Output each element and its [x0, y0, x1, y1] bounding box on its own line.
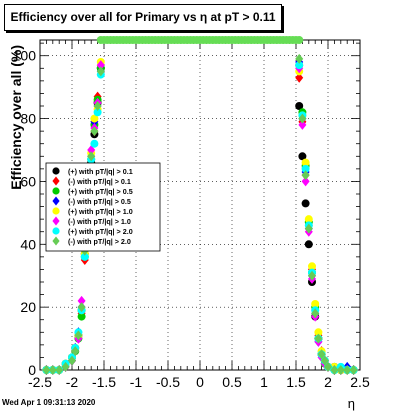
data-point: [61, 361, 70, 372]
x-tick-label: 1: [260, 374, 268, 390]
timestamp: Wed Apr 1 09:31:13 2020: [2, 398, 96, 407]
legend-label: (+) with pT/|q| > 1.0: [68, 207, 133, 216]
data-point: [90, 139, 99, 148]
data-point: [55, 365, 64, 375]
legend-label: (-) with pT/|q| > 0.5: [68, 197, 131, 206]
data-point: [343, 365, 352, 375]
y-axis-label: Efficiency over all (%): [8, 45, 24, 190]
legend-label: (+) with pT/|q| > 2.0: [68, 227, 133, 236]
data-point: [304, 223, 313, 234]
data-point: [349, 365, 358, 375]
plateau-point: [295, 36, 304, 44]
data-point: [87, 151, 96, 162]
y-tick-label: 40: [20, 236, 36, 252]
x-tick-label: -2: [66, 374, 79, 390]
legend-marker: [52, 227, 60, 235]
data-point: [311, 300, 320, 308]
x-axis-label: η: [348, 396, 355, 411]
data-point: [336, 365, 345, 375]
data-point: [93, 101, 102, 111]
data-point: [304, 240, 313, 249]
data-point: [77, 312, 86, 321]
data-point: [96, 66, 105, 77]
data-point: [68, 355, 76, 366]
data-point: [308, 262, 316, 271]
x-tick-label: -1.5: [92, 374, 116, 390]
data-point: [295, 72, 304, 83]
x-tick-label: -2.5: [28, 374, 52, 390]
data-point: [301, 164, 310, 173]
data-point: [301, 199, 310, 208]
data-point: [298, 113, 307, 124]
y-tick-label: 80: [20, 111, 36, 127]
data-point: [298, 152, 307, 161]
data-point: [295, 61, 304, 70]
x-tick-label: -1: [130, 374, 143, 390]
y-tick-label: 0: [28, 362, 36, 378]
data-point: [301, 158, 310, 167]
data-point: [42, 365, 51, 375]
chart-title: Efficiency over all for Primary vs η at …: [4, 4, 282, 31]
data-point: [301, 176, 310, 187]
data-point: [96, 60, 105, 71]
x-tick-label: 2.5: [350, 374, 370, 390]
x-tick-label: 2: [324, 374, 332, 390]
data-point: [320, 355, 329, 366]
data-point: [48, 365, 57, 375]
data-point: [324, 361, 332, 372]
data-point: [71, 346, 80, 357]
x-tick-label: 0: [196, 374, 204, 390]
legend-marker: [52, 187, 60, 195]
legend-marker: [52, 216, 60, 226]
data-point: [77, 295, 86, 306]
x-tick-label: 1.5: [286, 374, 306, 390]
data-point: [317, 349, 326, 360]
data-point: [295, 53, 304, 64]
data-point: [80, 252, 89, 261]
data-point: [314, 333, 323, 344]
legend-label: (-) with pT/|q| > 0.1: [68, 177, 131, 186]
data-point: [308, 270, 316, 281]
x-tick-label: 0.5: [222, 374, 242, 390]
data-point: [330, 365, 339, 375]
data-point: [90, 114, 99, 123]
data-point: [295, 102, 304, 110]
x-tick-label: -0.5: [156, 374, 180, 390]
legend-marker: [52, 167, 60, 175]
y-tick-label: 20: [20, 299, 36, 315]
data-point: [298, 119, 307, 130]
legend-box: [45, 162, 161, 252]
data-point: [311, 308, 320, 319]
legend-marker: [52, 176, 60, 186]
legend-marker: [52, 196, 60, 206]
data-point: [314, 328, 323, 337]
legend-label: (-) with pT/|q| > 2.0: [68, 237, 131, 246]
legend-marker: [52, 236, 60, 246]
data-point: [90, 126, 99, 137]
y-tick-label: 60: [20, 173, 36, 189]
data-point: [77, 302, 86, 313]
data-point: [74, 330, 83, 341]
legend-label: (-) with pT/|q| > 1.0: [68, 217, 131, 226]
data-point: [304, 215, 313, 224]
legend-label: (+) with pT/|q| > 0.1: [68, 167, 133, 176]
data-point: [93, 108, 102, 117]
y-tick-label: 100: [13, 48, 37, 64]
legend-marker: [52, 207, 60, 215]
legend-label: (+) with pT/|q| > 0.5: [68, 187, 133, 196]
data-point: [301, 170, 310, 181]
